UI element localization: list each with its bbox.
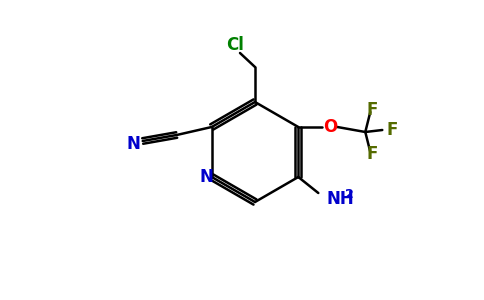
Text: F: F: [366, 101, 378, 119]
Text: Cl: Cl: [226, 36, 244, 54]
Text: F: F: [387, 121, 398, 139]
Text: F: F: [366, 145, 378, 163]
Text: 2: 2: [345, 188, 354, 202]
Text: NH: NH: [326, 190, 354, 208]
Text: N: N: [127, 135, 141, 153]
Text: O: O: [323, 118, 337, 136]
Text: N: N: [200, 168, 213, 186]
